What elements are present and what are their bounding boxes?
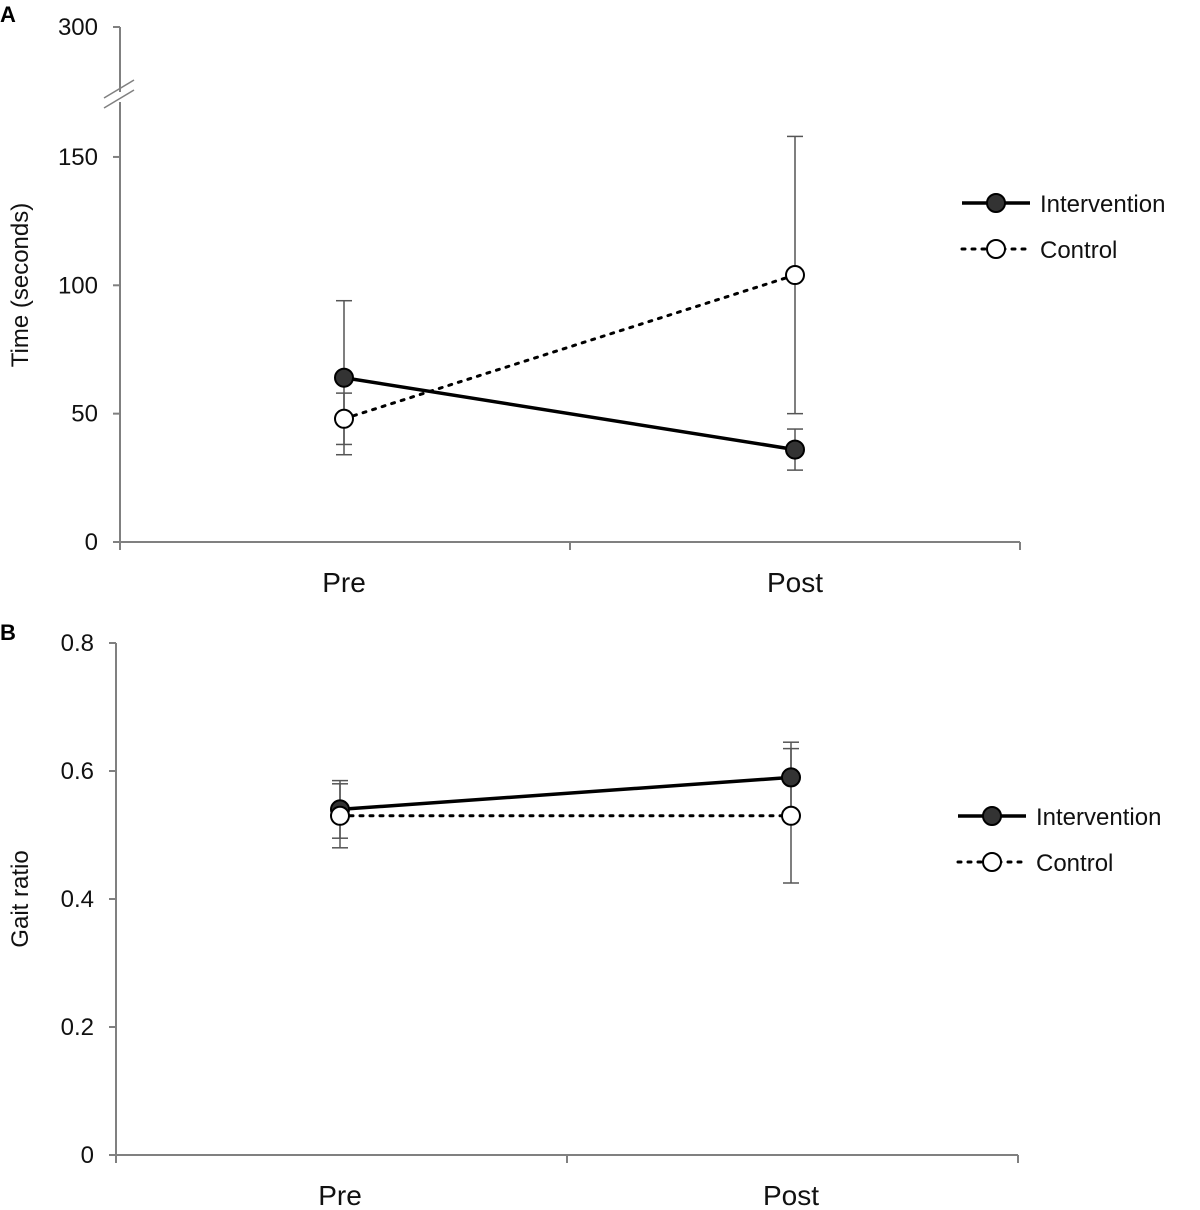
series-line-control: [342, 273, 797, 421]
y-tick-label: 50: [71, 401, 98, 428]
data-point-intervention: [334, 367, 354, 388]
panel-B: B 0 0.2 0.4 0.6 0.8 Pre Post Gait ratio Intervent…: [0, 620, 1161, 1210]
legend-label: Control: [1036, 850, 1113, 877]
legend-item-control: Control: [960, 237, 1117, 264]
series-line-intervention: [339, 775, 792, 812]
x-tick-label: Post: [767, 567, 823, 598]
x-tick-label: Post: [763, 1180, 819, 1210]
panel-label: B: [0, 620, 16, 645]
legend-marker: [986, 239, 1006, 259]
legend-marker: [982, 806, 1002, 826]
axis-break-mark: [103, 79, 135, 99]
panel-label: A: [0, 2, 16, 27]
legend-marker: [982, 852, 1002, 872]
x-tick-label: Pre: [318, 1180, 362, 1210]
legend-item-intervention: Intervention: [958, 804, 1161, 831]
data-point-intervention: [785, 439, 805, 460]
y-tick-label: 100: [58, 272, 98, 299]
y-tick-label: 0.4: [61, 886, 94, 913]
series-line-intervention: [343, 375, 796, 452]
data-point-intervention: [781, 767, 801, 788]
y-tick-label: 150: [58, 144, 98, 171]
legend-label: Intervention: [1036, 804, 1161, 831]
legend-label: Intervention: [1040, 191, 1165, 218]
x-tick-label: Pre: [322, 567, 366, 598]
legend-item-intervention: Intervention: [962, 191, 1165, 218]
y-tick-label: 0.8: [61, 630, 94, 657]
data-point-control: [781, 805, 801, 826]
y-axis-label: Time (seconds): [7, 203, 34, 367]
data-point-control: [334, 408, 354, 429]
axis-break-mark: [103, 89, 135, 109]
y-tick-label: 300: [58, 14, 98, 41]
y-tick-label: 0.2: [61, 1014, 94, 1041]
data-point-control: [785, 265, 805, 286]
y-tick-label: 0: [81, 1142, 94, 1169]
y-axis-label: Gait ratio: [7, 850, 34, 947]
legend-label: Control: [1040, 237, 1117, 264]
y-tick-label: 0: [85, 529, 98, 556]
y-tick-label: 0.6: [61, 758, 94, 785]
legend-item-control: Control: [956, 850, 1113, 877]
data-point-control: [330, 805, 350, 826]
legend-marker: [986, 193, 1006, 213]
panel-A: A 0 50 100 150 300 Pre Post Time (seconds) Interv…: [0, 2, 1165, 598]
